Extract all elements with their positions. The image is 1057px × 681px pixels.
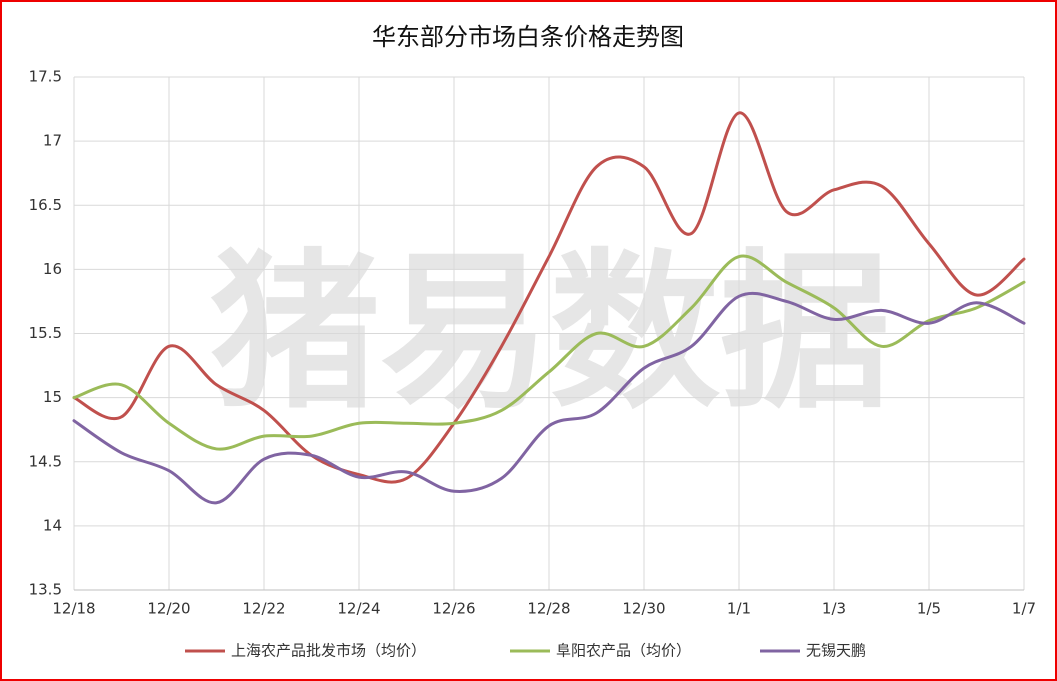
x-tick-label: 12/26 — [432, 600, 475, 618]
x-tick-label: 12/30 — [622, 600, 665, 618]
y-tick-label: 15.5 — [29, 324, 62, 342]
line-series — [72, 111, 1026, 484]
y-tick-label: 13.5 — [29, 581, 62, 599]
y-tick-label: 17.5 — [29, 68, 62, 86]
y-tick-label: 14 — [43, 516, 62, 534]
chart-title: 华东部分市场白条价格走势图 — [372, 23, 684, 51]
legend-label: 上海农产品批发市场（均价） — [231, 642, 426, 660]
x-tick-label: 1/3 — [822, 600, 846, 618]
x-tick-label: 1/5 — [917, 600, 941, 618]
y-tick-label: 16 — [43, 260, 62, 278]
line-series — [72, 291, 1026, 505]
y-tick-label: 14.5 — [29, 452, 62, 470]
x-tick-label: 12/22 — [242, 600, 285, 618]
x-tick-label: 12/28 — [527, 600, 570, 618]
legend-label: 阜阳农产品（均价） — [556, 642, 691, 660]
legend-label: 无锡天鹏 — [806, 642, 866, 660]
x-tick-label: 12/18 — [52, 600, 95, 618]
y-tick-label: 17 — [43, 132, 62, 150]
y-tick-label: 15 — [43, 388, 62, 406]
x-tick-label: 1/1 — [727, 600, 751, 618]
x-tick-label: 12/24 — [337, 600, 380, 618]
line-series — [72, 254, 1026, 451]
x-tick-label: 1/7 — [1012, 600, 1036, 618]
y-tick-label: 16.5 — [29, 196, 62, 214]
x-tick-label: 12/20 — [147, 600, 190, 618]
